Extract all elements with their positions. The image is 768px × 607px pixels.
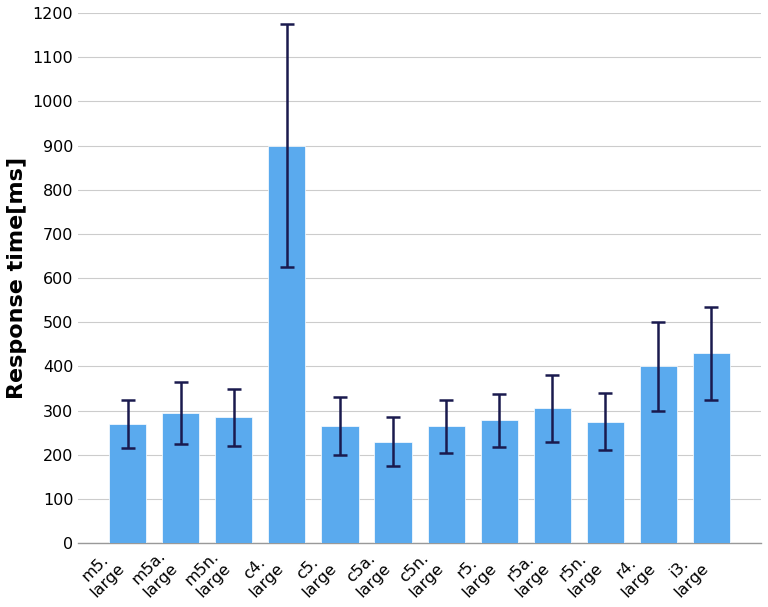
Bar [481, 421, 518, 543]
Bar [322, 426, 359, 543]
Bar [428, 426, 465, 543]
Bar [375, 441, 412, 543]
Y-axis label: Response time[ms]: Response time[ms] [7, 157, 27, 399]
Bar [587, 422, 624, 543]
Bar [693, 353, 730, 543]
Bar [268, 146, 306, 543]
Bar [640, 367, 677, 543]
Bar [215, 417, 253, 543]
Bar [109, 424, 146, 543]
Bar [534, 409, 571, 543]
Bar [162, 413, 200, 543]
